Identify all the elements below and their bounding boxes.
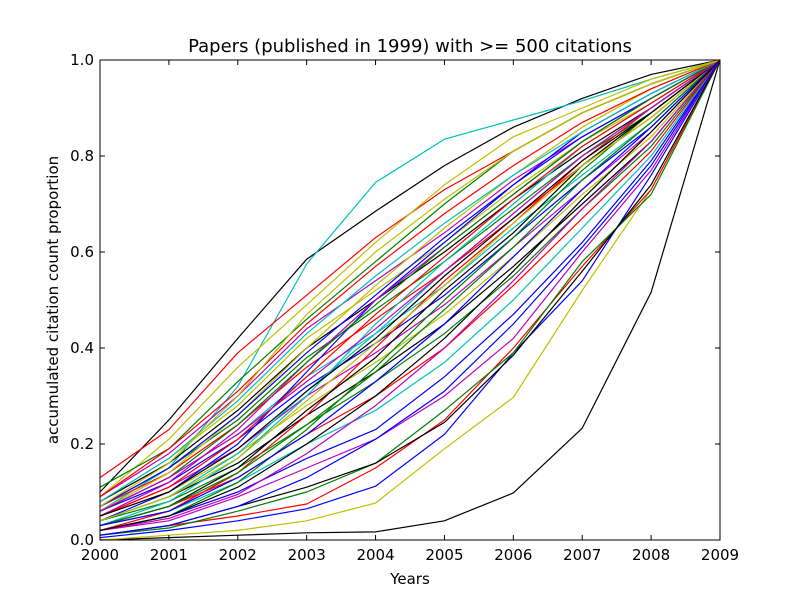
series-line-34 <box>99 59 721 507</box>
chart-title: Papers (published in 1999) with >= 500 c… <box>188 36 632 57</box>
y-tick-label: 0.8 <box>70 147 94 165</box>
series-line-16 <box>99 59 721 522</box>
series-line-37 <box>99 59 721 512</box>
x-tick-label: 2003 <box>288 546 326 564</box>
series-line-1 <box>99 59 721 541</box>
series-line-36 <box>99 59 721 517</box>
series-layer <box>99 59 721 541</box>
x-tick-label: 2007 <box>563 546 601 564</box>
x-tick-label: 2004 <box>356 546 394 564</box>
series-line-41 <box>99 59 721 517</box>
series-line-40 <box>99 59 721 522</box>
series-line-39 <box>99 59 721 531</box>
series-line-20 <box>99 59 721 512</box>
series-line-12 <box>99 59 721 531</box>
series-line-2 <box>99 59 721 493</box>
plot-frame <box>99 59 721 541</box>
series-line-7 <box>99 59 721 541</box>
x-tick-label: 2002 <box>219 546 257 564</box>
y-tick-label: 0.0 <box>70 531 94 549</box>
series-line-44 <box>99 59 721 527</box>
series-line-5 <box>99 59 721 498</box>
series-line-47 <box>99 59 721 507</box>
series-line-38 <box>99 59 721 536</box>
x-tick-label: 2009 <box>701 546 739 564</box>
y-tick-label: 1.0 <box>70 51 94 69</box>
series-line-48 <box>99 59 721 531</box>
tick-layer: 2000 2001 2002 2003 2004 2005 2006 2007 2008 2009… <box>70 51 739 564</box>
y-axis-label: accumulated citation count proportion <box>44 156 62 444</box>
x-tick-label: 2005 <box>425 546 463 564</box>
x-tick-label: 2001 <box>150 546 188 564</box>
series-line-43 <box>99 59 721 498</box>
series-line-32 <box>99 59 721 512</box>
x-tick-label: 2006 <box>494 546 532 564</box>
x-tick-label: 2008 <box>632 546 670 564</box>
y-tick-label: 0.4 <box>70 339 94 357</box>
series-line-31 <box>99 59 721 527</box>
y-tick-label: 0.6 <box>70 243 94 261</box>
x-tick-label: 2000 <box>81 546 119 564</box>
y-tick-label: 0.2 <box>70 435 94 453</box>
series-line-13 <box>99 59 721 531</box>
series-line-14 <box>99 59 721 527</box>
x-axis-label: Years <box>389 570 430 588</box>
series-line-3 <box>99 59 721 512</box>
series-line-46 <box>99 59 721 512</box>
series-line-45 <box>99 59 721 527</box>
